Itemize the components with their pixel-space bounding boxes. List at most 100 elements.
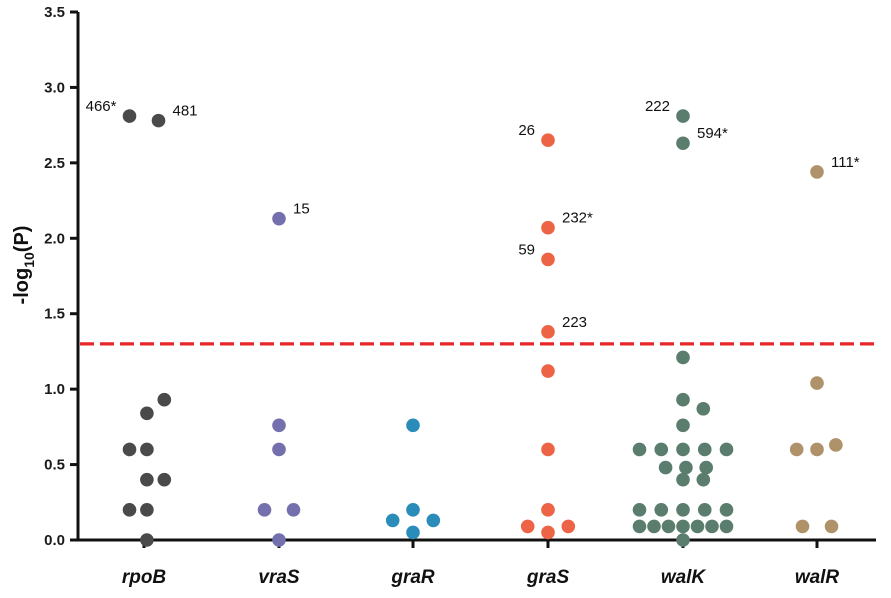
data-point-walK: [676, 503, 690, 517]
y-tick-label: 0.0: [44, 532, 65, 549]
y-axis-title-prefix: -log: [11, 268, 33, 305]
data-points: [122, 109, 843, 547]
point-label-graS: 59: [518, 241, 535, 258]
point-label-walK: 594*: [697, 125, 728, 142]
point-label-walK: 222: [645, 98, 670, 115]
data-point-walR: [810, 376, 824, 390]
data-point-walK: [632, 442, 647, 457]
data-point-walR: [789, 442, 804, 457]
point-label-rpoB: 466*: [86, 98, 117, 115]
data-point-walK: [719, 442, 734, 457]
data-point-rpoB: [122, 503, 137, 517]
data-point-walK: [719, 519, 734, 534]
data-point-graS: [541, 325, 555, 339]
category-label-walR: walR: [795, 567, 840, 588]
category-labels: rpoB vraS graR graS walK walR: [122, 567, 840, 588]
data-point-vraS: [272, 533, 286, 547]
data-point-walR: [829, 438, 843, 452]
data-point-vraS: [257, 503, 272, 517]
category-label-walK: walK: [661, 567, 707, 588]
data-point-rpoB: [122, 442, 137, 457]
data-point-rpoB: [140, 503, 154, 517]
data-point-graR: [406, 418, 420, 433]
data-point-walK: [654, 503, 669, 517]
data-point-graS: [561, 519, 576, 534]
data-point-walK: [676, 392, 690, 407]
data-point-rpoB: [151, 113, 166, 128]
data-point-walR: [810, 165, 824, 179]
data-point-walK: [632, 519, 647, 534]
data-point-walK: [676, 472, 690, 487]
y-axis-title-suffix: (P): [11, 226, 33, 253]
y-axis-title: -log10(P): [11, 226, 37, 305]
y-axis-label: -log10(P): [11, 226, 37, 305]
data-point-rpoB: [140, 442, 154, 457]
y-tick-label: 3.5: [44, 4, 65, 21]
point-label-walR: 111*: [831, 154, 860, 171]
y-tick-label: 3.0: [44, 79, 65, 96]
data-point-walK: [661, 519, 676, 534]
data-point-rpoB: [140, 406, 154, 421]
data-point-walK: [699, 460, 713, 475]
data-point-graR: [385, 513, 400, 528]
data-point-walK: [676, 350, 690, 365]
data-point-walR: [810, 442, 824, 457]
data-point-walK: [654, 442, 669, 457]
category-label-graS: graS: [526, 567, 570, 588]
data-point-graS: [541, 220, 555, 235]
point-label-rpoB: 481: [173, 103, 198, 120]
y-tick-label: 0.5: [44, 457, 65, 474]
data-point-vraS: [272, 442, 286, 457]
y-tick-label: 2.0: [44, 230, 65, 247]
data-point-graS: [520, 519, 535, 534]
data-point-graS: [541, 252, 555, 267]
point-label-graS: 223: [562, 314, 587, 331]
y-tick-label: 1.0: [44, 381, 65, 398]
data-point-rpoB: [140, 533, 154, 547]
category-label-vraS: vraS: [258, 567, 300, 588]
y-tick-label: 2.5: [44, 155, 65, 172]
data-point-vraS: [286, 503, 301, 517]
data-point-graS: [541, 133, 555, 148]
data-point-rpoB: [122, 109, 137, 123]
data-point-walK: [676, 136, 690, 151]
data-point-vraS: [272, 418, 286, 433]
category-label-graR: graR: [390, 567, 435, 588]
data-point-rpoB: [140, 472, 154, 487]
data-point-walK: [676, 109, 690, 123]
y-axis-title-subscript: 10: [21, 252, 37, 268]
data-point-walK: [697, 503, 712, 517]
data-point-walK: [647, 519, 661, 534]
data-point-walK: [676, 519, 690, 534]
data-point-rpoB: [157, 392, 172, 407]
axes: 0.0 0.5 1.0 1.5 2.0 2.5 3.0 3.5: [44, 4, 876, 549]
point-label-vraS: 15: [293, 201, 310, 218]
data-point-rpoB: [157, 472, 172, 487]
data-point-walK: [632, 503, 647, 517]
data-point-walK: [696, 401, 711, 416]
data-point-walR: [795, 519, 810, 534]
data-point-walK: [679, 460, 693, 475]
data-point-graR: [426, 513, 441, 528]
data-point-graS: [541, 503, 555, 517]
data-point-graS: [541, 525, 555, 540]
data-point-walK: [690, 519, 705, 534]
data-point-walK: [676, 418, 690, 433]
data-point-walK: [705, 519, 719, 534]
data-point-walK: [676, 533, 690, 547]
point-label-graS: 232*: [562, 210, 593, 227]
data-point-graS: [541, 442, 555, 457]
data-point-vraS: [272, 211, 286, 226]
point-labels: 466* 481 15 26 232* 59 223 222 594* 111*: [86, 98, 860, 331]
point-label-graS: 26: [518, 122, 535, 139]
data-point-walK: [676, 442, 690, 457]
data-point-walK: [658, 460, 673, 475]
data-point-walK: [697, 442, 712, 457]
data-point-graR: [406, 525, 420, 540]
data-point-walK: [696, 472, 711, 487]
data-point-walK: [719, 503, 734, 517]
y-tick-label: 1.5: [44, 306, 65, 323]
data-point-graR: [406, 503, 420, 517]
category-label-rpoB: rpoB: [122, 567, 167, 588]
